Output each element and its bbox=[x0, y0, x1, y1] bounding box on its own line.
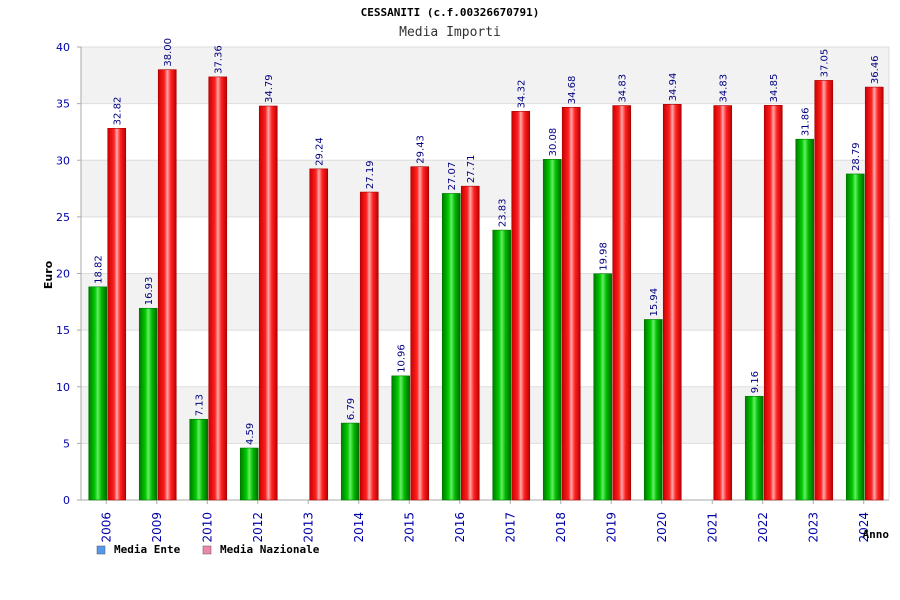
bar-media-nazionale bbox=[410, 166, 430, 501]
bar-value-label: 38.00 bbox=[163, 38, 174, 67]
bar-media-nazionale bbox=[359, 191, 379, 501]
bar-value-label: 15.94 bbox=[649, 288, 660, 317]
bar-value-label: 27.07 bbox=[447, 162, 458, 191]
x-tick-label: 2006 bbox=[99, 512, 113, 543]
bar-value-label: 37.05 bbox=[820, 49, 831, 78]
y-tick-label: 25 bbox=[56, 211, 70, 224]
legend-swatch-media-ente bbox=[96, 545, 106, 555]
bar-value-label: 31.86 bbox=[801, 108, 812, 137]
bar-media-nazionale bbox=[561, 106, 581, 501]
bar-value-label: 34.68 bbox=[567, 76, 578, 105]
bar-value-label: 10.96 bbox=[397, 344, 408, 373]
bar-media-ente bbox=[593, 273, 613, 501]
bar-media-ente bbox=[441, 193, 461, 501]
bar-media-ente bbox=[795, 138, 815, 501]
x-tick-label: 2020 bbox=[655, 512, 669, 543]
bar-media-nazionale bbox=[511, 111, 531, 501]
bar-value-label: 7.13 bbox=[195, 394, 206, 416]
bar-media-ente bbox=[239, 447, 259, 501]
y-tick-label: 15 bbox=[56, 324, 70, 337]
bar-media-nazionale bbox=[662, 104, 682, 501]
x-tick-label: 2016 bbox=[453, 512, 467, 543]
bar-media-nazionale bbox=[713, 105, 733, 501]
bar-value-label: 34.32 bbox=[517, 80, 528, 109]
grid-band bbox=[81, 47, 889, 104]
bar-value-label: 29.24 bbox=[315, 137, 326, 166]
chart-subtitle: Media Importi bbox=[399, 25, 501, 40]
bar-media-nazionale bbox=[814, 80, 834, 501]
x-axis-label: Anno bbox=[863, 528, 890, 541]
chart-title: CESSANITI (c.f.00326670791) bbox=[360, 6, 540, 19]
bar-value-label: 28.79 bbox=[851, 142, 862, 171]
bar-value-label: 34.83 bbox=[719, 74, 730, 103]
bar-media-ente bbox=[340, 422, 360, 501]
y-tick-label: 30 bbox=[56, 154, 70, 167]
bar-media-ente bbox=[391, 375, 411, 501]
bar-value-label: 9.16 bbox=[750, 371, 761, 393]
y-tick-label: 0 bbox=[63, 494, 70, 507]
x-tick-label: 2013 bbox=[301, 512, 315, 543]
bar-value-label: 34.79 bbox=[264, 74, 275, 103]
y-tick-label: 40 bbox=[56, 41, 70, 54]
x-tick-label: 2015 bbox=[402, 512, 416, 543]
bar-media-nazionale bbox=[309, 168, 329, 501]
y-tick-label: 5 bbox=[63, 437, 70, 450]
bar-value-label: 27.71 bbox=[466, 155, 477, 184]
y-axis-label: Euro bbox=[42, 260, 55, 289]
bar-value-label: 34.94 bbox=[668, 73, 679, 102]
x-tick-label: 2017 bbox=[503, 512, 517, 543]
x-tick-label: 2019 bbox=[604, 512, 618, 543]
bar-media-nazionale bbox=[460, 185, 480, 501]
bar-value-label: 34.85 bbox=[769, 74, 780, 103]
legend-label-media-ente: Media Ente bbox=[114, 543, 181, 556]
bar-value-label: 4.59 bbox=[245, 423, 256, 445]
bar-media-nazionale bbox=[157, 69, 177, 501]
bar-value-label: 34.83 bbox=[618, 74, 629, 103]
x-tick-label: 2009 bbox=[150, 512, 164, 543]
bar-value-label: 29.43 bbox=[416, 135, 427, 164]
legend-swatch-media-nazionale bbox=[202, 545, 212, 555]
bar-media-ente bbox=[88, 286, 108, 501]
bar-media-nazionale bbox=[107, 128, 127, 501]
bar-media-ente bbox=[189, 418, 209, 501]
x-tick-label: 2024 bbox=[857, 512, 871, 543]
legend-label-media-nazionale: Media Nazionale bbox=[220, 543, 320, 556]
bar-media-nazionale bbox=[208, 76, 228, 501]
x-tick-label: 2022 bbox=[756, 512, 770, 543]
bar-value-label: 19.98 bbox=[599, 242, 610, 271]
bar-value-label: 23.83 bbox=[498, 198, 509, 227]
x-tick-label: 2012 bbox=[251, 512, 265, 543]
x-tick-label: 2023 bbox=[806, 512, 820, 543]
bar-value-label: 36.46 bbox=[870, 55, 881, 84]
bar-media-ente bbox=[845, 173, 865, 501]
x-tick-label: 2010 bbox=[200, 512, 214, 543]
bar-media-ente bbox=[744, 395, 764, 501]
bar-value-label: 30.08 bbox=[548, 128, 559, 157]
bar-value-label: 18.82 bbox=[94, 255, 105, 284]
x-tick-label: 2014 bbox=[352, 512, 366, 543]
y-tick-label: 10 bbox=[56, 381, 70, 394]
y-tick-label: 20 bbox=[56, 268, 70, 281]
legend: Media Ente Media Nazionale bbox=[96, 543, 320, 556]
bar-value-label: 37.36 bbox=[214, 45, 225, 74]
bar-value-label: 16.93 bbox=[144, 277, 155, 306]
bar-value-label: 32.82 bbox=[113, 97, 124, 126]
x-tick-label: 2021 bbox=[705, 512, 719, 543]
bar-media-ente bbox=[643, 319, 663, 501]
bar-media-ente bbox=[492, 229, 512, 501]
y-tick-label: 35 bbox=[56, 98, 70, 111]
bar-value-label: 27.19 bbox=[365, 160, 376, 189]
bar-media-nazionale bbox=[258, 105, 278, 501]
x-tick-label: 2018 bbox=[554, 512, 568, 543]
bar-media-nazionale bbox=[864, 86, 884, 501]
bar-media-nazionale bbox=[612, 105, 632, 501]
bar-value-label: 6.79 bbox=[346, 398, 357, 420]
bar-media-nazionale bbox=[763, 105, 783, 501]
bar-media-ente bbox=[138, 307, 158, 501]
bar-media-ente bbox=[542, 159, 562, 501]
